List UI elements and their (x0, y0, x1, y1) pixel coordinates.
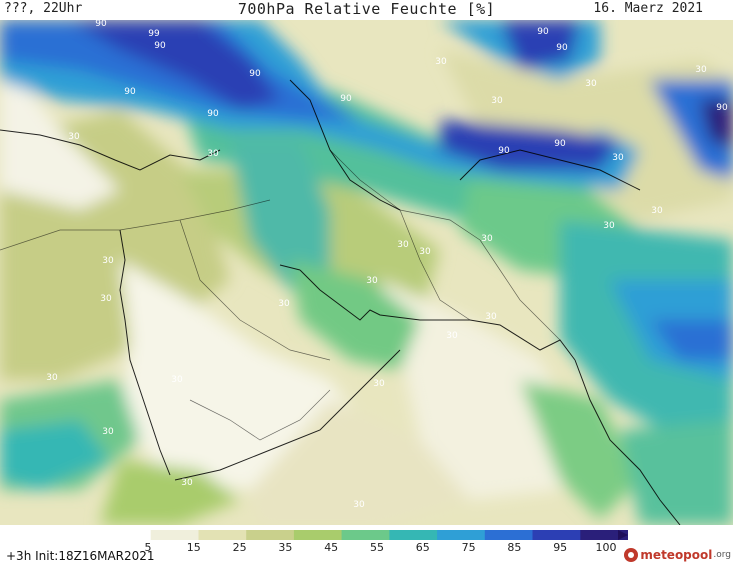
colorbar-tick-label: 35 (278, 541, 293, 554)
contour-label: 30 (102, 427, 114, 437)
contour-label: 30 (446, 331, 458, 341)
run-info: +3h Init:18Z16MAR2021 (6, 549, 155, 563)
contour-labels: 90 99 90 90 90 90 90 90 90 90 30 90 30 30 30 30 90 30 30 30… (46, 20, 728, 510)
colorbar-segment (293, 530, 343, 540)
contour-label: 30 (585, 79, 597, 89)
colorbar-segment (150, 530, 199, 540)
colorbar-tick-label: 5 (144, 541, 152, 554)
contour-label: 99 (148, 29, 160, 39)
colorbar-tick-label: 25 (232, 541, 247, 554)
contour-label: 30 (603, 221, 615, 231)
contour-label: 90 (249, 69, 261, 79)
colorbar-tick-label: 45 (324, 541, 339, 554)
colorbar-tick-label: 55 (370, 541, 384, 554)
coastlines (0, 79, 681, 525)
colorbar-segment (341, 530, 390, 540)
humidity-map: 90 99 90 90 90 90 90 90 90 90 30 90 30 30 30 30 90 30 30 30… (0, 20, 733, 525)
colorbar-segment (484, 530, 533, 540)
valid-time-label: ???, 22Uhr (4, 1, 83, 16)
colorbar-tick-label: 15 (186, 541, 201, 554)
contour-label: 90 (154, 41, 166, 51)
contour-label: 90 (556, 43, 568, 53)
header-bar: ???, 22Uhr 700hPa Relative Feuchte [%] 1… (0, 0, 733, 20)
contour-label: 30 (481, 234, 493, 244)
colorbar-tick-label: 75 (461, 541, 476, 554)
contour-label: 90 (716, 103, 728, 113)
logo-circle-icon (624, 548, 639, 562)
contour-label: 30 (397, 240, 409, 250)
contour-label: 90 (537, 27, 549, 37)
colorbar-segment (198, 530, 247, 540)
contour-label: 30 (353, 500, 365, 510)
map-title: 700hPa Relative Feuchte [%] (237, 0, 496, 18)
contour-label: 90 (95, 20, 107, 29)
meteopool-logo[interactable]: meteopool .org (624, 546, 731, 564)
colorbar-tick-label: 100 (595, 541, 617, 554)
colorbar-segment (532, 530, 581, 540)
contour-label: 30 (278, 299, 290, 309)
contour-label: 30 (435, 57, 447, 67)
colorbar-segment (437, 530, 486, 540)
contour-label: 30 (46, 373, 58, 383)
borders (0, 149, 561, 441)
contour-label: 90 (207, 109, 219, 119)
humidity-field: 90 99 90 90 90 90 90 90 90 90 30 90 30 30 30 30 90 30 30 30… (0, 20, 733, 525)
colorbar-ticks: 5 15 25 35 45 55 65 75 85 95 100 (0, 541, 733, 555)
colorbar-segment (246, 530, 295, 540)
colorbar-gradient (103, 530, 628, 540)
contour-label: 90 (498, 146, 510, 156)
contour-label: 30 (491, 96, 503, 106)
contour-label: 30 (695, 65, 707, 75)
colorbar-tick-label: 95 (553, 541, 568, 554)
contour-label: 30 (171, 375, 183, 385)
colorbar-segment (580, 530, 628, 540)
colorbar-tick-label: 85 (507, 541, 522, 554)
contour-label: 30 (373, 379, 385, 389)
contour-label: 30 (100, 294, 112, 304)
contour-label: 30 (181, 478, 193, 488)
colorbar-segment (389, 530, 438, 540)
contour-label: 30 (366, 276, 378, 286)
colorbar-arrow (618, 530, 628, 540)
logo-suffix: .org (713, 550, 731, 560)
colorbar-tick-label: 65 (415, 541, 430, 554)
logo-text: meteopool (640, 548, 713, 562)
contour-label: 30 (419, 247, 431, 257)
contour-label: 90 (554, 139, 566, 149)
contour-label: 30 (68, 132, 80, 142)
contour-label: 90 (340, 94, 352, 104)
contour-label: 90 (124, 87, 136, 97)
colorbar-segment (103, 530, 152, 540)
date-label: 16. Maerz 2021 (593, 1, 703, 16)
contour-label: 30 (651, 206, 663, 216)
colorbar (103, 530, 628, 540)
contour-label: 30 (207, 149, 219, 159)
contour-label: 30 (485, 312, 497, 322)
contour-label: 30 (612, 153, 624, 163)
contour-label: 30 (102, 256, 114, 266)
